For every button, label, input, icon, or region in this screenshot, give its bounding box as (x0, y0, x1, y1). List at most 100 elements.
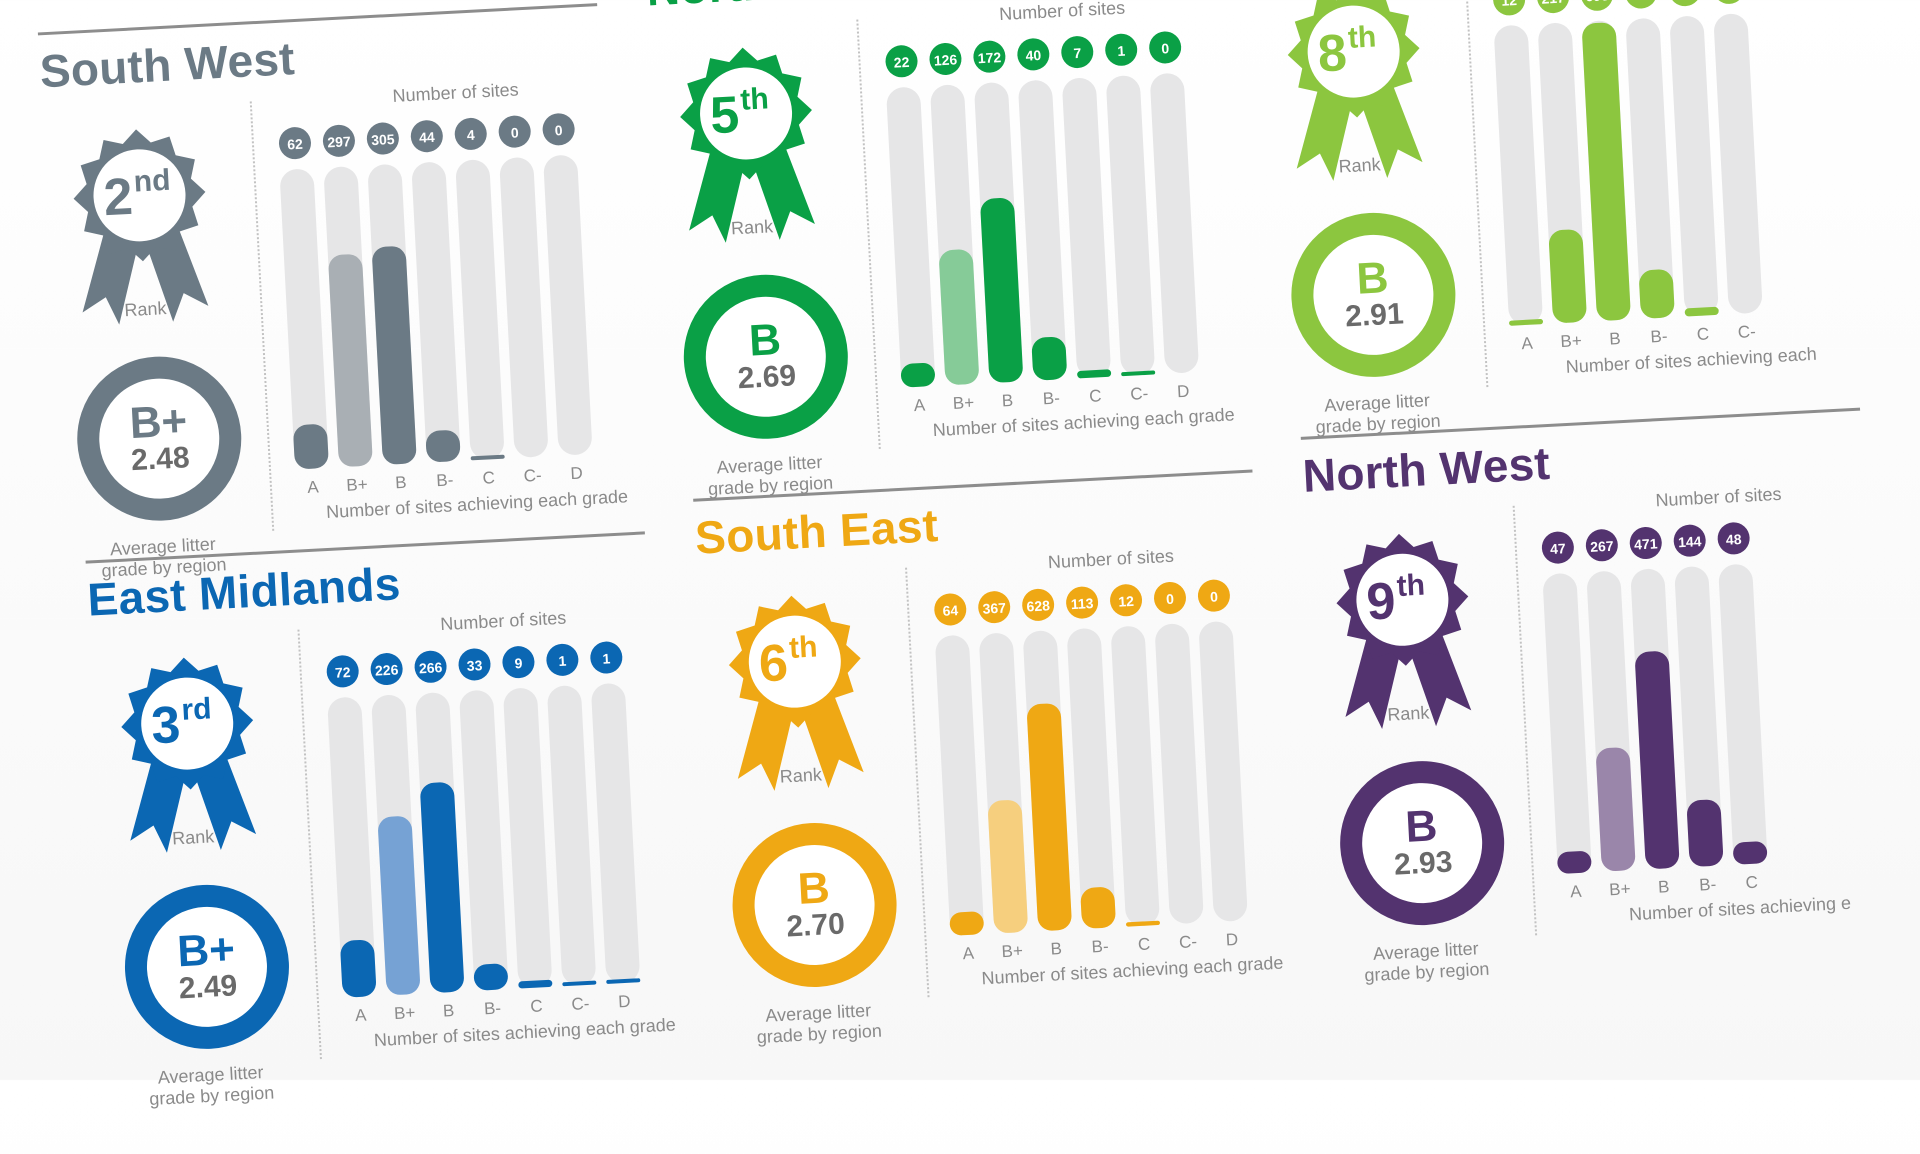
category-tick-label: B+ (1560, 331, 1582, 351)
value-bubble (1541, 531, 1574, 564)
rank-number: 5 (709, 86, 741, 145)
value-bubble (498, 115, 531, 148)
bar-value-label: 1 (602, 650, 611, 666)
bar-value-label: 22 (893, 54, 910, 71)
bar-track (591, 683, 640, 984)
value-bubble (885, 45, 918, 78)
bar-A (1509, 319, 1544, 326)
rosette-center (748, 615, 841, 708)
bar-value-label: 267 (1590, 538, 1614, 555)
category-tick-label: C- (1179, 932, 1198, 952)
rank-suffix: th (788, 631, 818, 665)
average-grade-score: 2.70 (785, 907, 846, 944)
average-grade-letter: B+ (128, 396, 189, 449)
region-panel-east-midlands: East Midlands 3 rd Rank B+ 2.49 Average … (85, 529, 713, 1109)
rank-suffix: th (1347, 20, 1377, 54)
category-tick-label: B- (1091, 937, 1109, 957)
bar-D (606, 978, 641, 984)
value-bubble (1149, 31, 1182, 64)
rank-rosette-icon: 9 th (1336, 533, 1472, 730)
bar-B+ (939, 249, 979, 385)
region-title: North West (1301, 436, 1552, 502)
region-title: South West (38, 32, 297, 98)
bar-track (327, 697, 376, 997)
category-tick-label: B- (1699, 875, 1717, 895)
grade-bar-chart: Number of sites 47 A 267 B+ 471 B 144 B- 48 C Num… (1518, 477, 1920, 947)
average-grade-letter: B (796, 863, 831, 914)
bar-B+ (328, 254, 373, 467)
category-tick-label: B (1001, 391, 1013, 411)
bar-C (1684, 306, 1719, 317)
value-bubble (326, 655, 359, 688)
category-tick-label: A (1521, 334, 1534, 354)
category-tick-label: B (1658, 877, 1670, 897)
region-title: East Midlands (86, 557, 402, 626)
rosette-shape (680, 47, 815, 243)
average-grade-score: 2.93 (1393, 845, 1454, 882)
rosette-center (700, 67, 793, 160)
value-bubble (1673, 524, 1706, 557)
category-tick-label: A (1570, 882, 1583, 902)
bar-value-label: 62 (287, 136, 304, 153)
bar-track (1067, 628, 1116, 929)
category-tick-label: B (442, 1001, 454, 1021)
bar-C (518, 979, 553, 989)
value-bubble (934, 593, 967, 626)
value-bubble (546, 643, 579, 676)
bar-B (980, 198, 1023, 383)
bar-C (470, 454, 505, 461)
value-bubble (278, 127, 311, 160)
bar-A (340, 939, 377, 998)
average-grade-caption: Average litter grade by region (728, 998, 910, 1049)
bar-value-label: 113 (1070, 595, 1094, 612)
rosette-shape (1336, 533, 1472, 730)
average-grade-badge: B 2.91 (1287, 208, 1460, 382)
category-tick-label: B+ (346, 475, 368, 495)
bar-value-label: 12 (1501, 0, 1518, 9)
value-bubble (458, 648, 491, 681)
ribbon-tail-left (1296, 81, 1354, 181)
bar-track (280, 169, 329, 469)
bar-track (1718, 564, 1767, 864)
rank-number: 2 (102, 168, 134, 227)
category-tick-label: B+ (1001, 941, 1023, 961)
rosette-shape (728, 595, 864, 791)
average-grade-letter: B+ (176, 924, 237, 977)
rank-number: 6 (757, 634, 789, 693)
region-title: South East (693, 499, 940, 564)
bar-value-label: 1 (558, 653, 567, 669)
bar-value-label: 297 (327, 133, 351, 150)
value-bubble (1712, 0, 1745, 4)
bar-track (543, 155, 592, 455)
bar-B+ (378, 816, 420, 995)
average-grade-caption: Average litter grade by region (1335, 936, 1517, 987)
bar-track (935, 635, 984, 936)
category-tick-label: C (1696, 324, 1709, 344)
value-bubble (1629, 526, 1662, 559)
bar-track (1062, 78, 1111, 378)
value-bubble (1668, 0, 1701, 7)
average-grade-score: 2.49 (178, 969, 239, 1006)
bar-track (886, 87, 935, 387)
bar-value-label: 0 (1166, 591, 1175, 607)
value-bubble (1197, 579, 1230, 612)
rosette-center (93, 149, 186, 242)
average-grade-score: 2.48 (130, 441, 191, 478)
rank-suffix: rd (181, 692, 213, 727)
average-grade-letter: B (747, 315, 783, 366)
bar-A (293, 424, 329, 469)
value-bubble (1153, 581, 1186, 614)
bar-value-label: 1 (1117, 43, 1126, 59)
value-bubble (1537, 0, 1570, 14)
bar-A (1557, 851, 1592, 874)
value-bubble (1066, 586, 1099, 619)
category-tick-label: C (1089, 386, 1102, 406)
value-bubble (1717, 522, 1750, 555)
category-tick-label: B- (1042, 388, 1060, 408)
category-tick-label: A (962, 944, 975, 964)
bar-track (1543, 573, 1592, 874)
bar-track (1199, 621, 1248, 922)
bar-value-label: 0 (1161, 40, 1170, 56)
bar-C (1733, 841, 1768, 865)
